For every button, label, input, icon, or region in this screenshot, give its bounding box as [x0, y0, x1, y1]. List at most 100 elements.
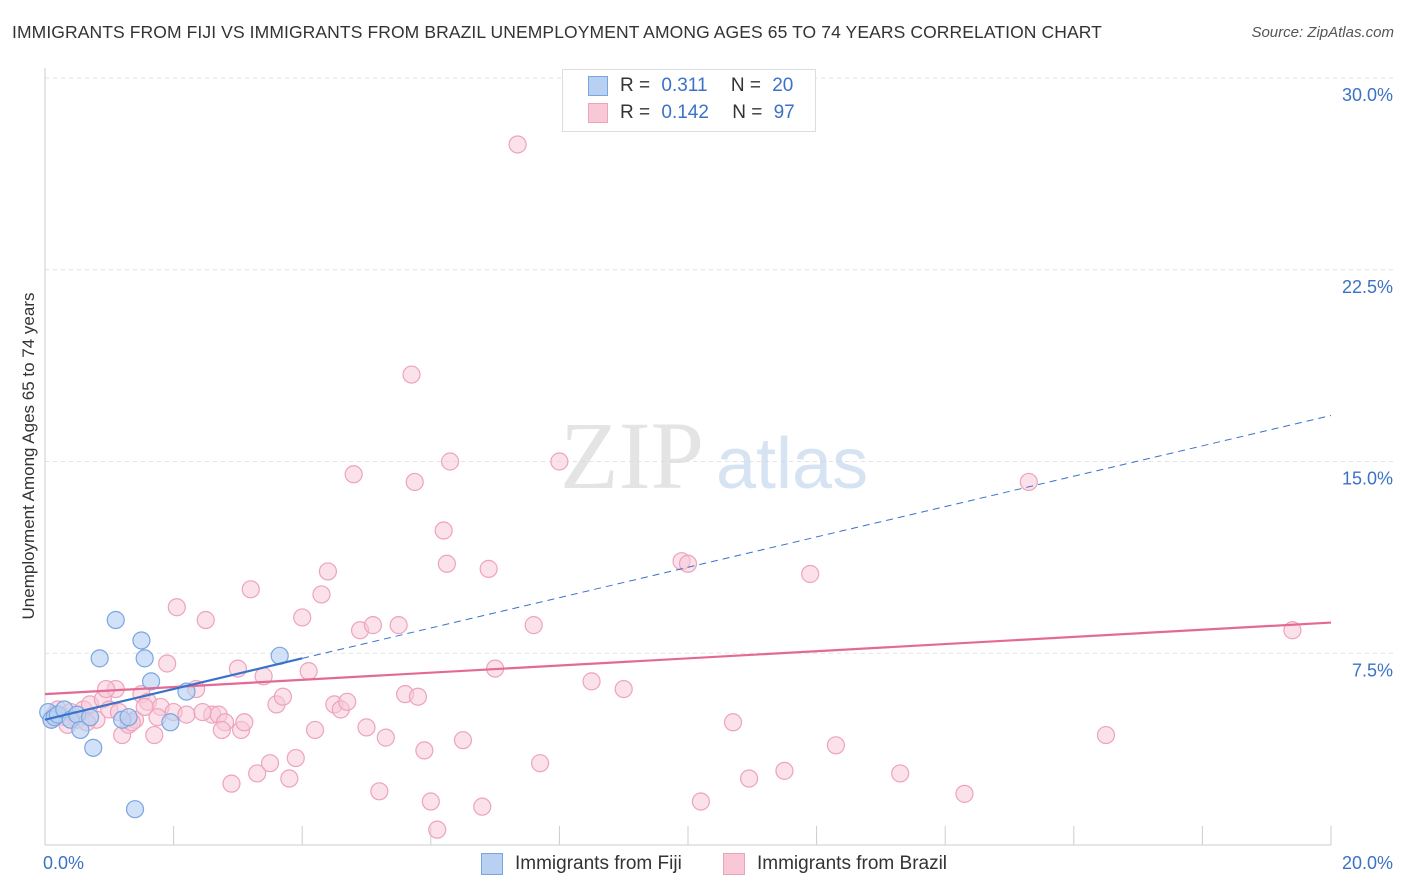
- brazil-point: [955, 784, 974, 803]
- brazil-point: [428, 820, 447, 839]
- brazil-point: [437, 554, 456, 573]
- legend-item-fiji[interactable]: Immigrants from Fiji: [481, 851, 682, 877]
- fiji-legend-swatch: [481, 853, 503, 875]
- y-axis-label: Unemployment Among Ages 65 to 74 years: [19, 293, 38, 620]
- y-tick-label: 30.0%: [1342, 85, 1393, 105]
- fiji-point: [125, 800, 145, 819]
- tick-labels: 7.5% 15.0% 22.5% 30.0% 0.0% 20.0%: [43, 85, 1393, 873]
- y-tick-label: 15.0%: [1342, 469, 1393, 489]
- brazil-point: [145, 725, 164, 745]
- brazil-point: [1096, 725, 1116, 745]
- brazil-point: [299, 662, 318, 681]
- brazil-point: [280, 769, 299, 788]
- brazil-point: [473, 797, 492, 816]
- brazil-point: [370, 782, 389, 801]
- brazil-point: [531, 754, 550, 773]
- brazil-point: [248, 764, 267, 783]
- brazil-point: [241, 580, 260, 599]
- x-tick-label-start: 0.0%: [43, 853, 84, 873]
- brazil-point: [260, 754, 280, 773]
- fiji-point: [71, 720, 90, 740]
- watermark-atlas: atlas: [716, 424, 868, 504]
- brazil-point: [524, 616, 543, 635]
- brazil-point: [826, 736, 845, 755]
- y-tick-label: 22.5%: [1342, 277, 1393, 297]
- fiji-r-label: R =: [620, 75, 651, 96]
- brazil-point: [421, 792, 440, 811]
- chart-title: IMMIGRANTS FROM FIJI VS IMMIGRANTS FROM …: [12, 22, 1102, 42]
- brazil-point: [440, 452, 460, 471]
- brazil-point: [479, 559, 498, 578]
- brazil-point: [96, 679, 116, 699]
- brazil-point: [678, 554, 698, 573]
- brazil-point: [235, 713, 254, 732]
- brazil-point: [222, 774, 241, 793]
- brazil-point: [550, 452, 569, 471]
- fiji-r-value: 0.311: [661, 75, 708, 96]
- brazil-point: [402, 365, 421, 384]
- fiji-point: [135, 649, 154, 668]
- brazil-r-value: 0.142: [661, 102, 709, 123]
- trend-lines: [44, 414, 1332, 721]
- fiji-point: [141, 672, 161, 691]
- brazil-legend-swatch: [723, 853, 745, 875]
- brazil-point: [739, 769, 759, 788]
- y-tick-label: 7.5%: [1352, 660, 1393, 680]
- brazil-n-label: N =: [732, 102, 763, 123]
- grid-layer: [45, 77, 1393, 654]
- brazil-point: [891, 764, 910, 783]
- brazil-point: [614, 679, 633, 699]
- watermark-zip: ZIP: [560, 402, 704, 509]
- fiji-series: [39, 610, 289, 819]
- brazil-point: [508, 135, 527, 154]
- fiji-point: [90, 649, 109, 668]
- brazil-point: [305, 720, 325, 740]
- brazil-point: [273, 687, 293, 706]
- fiji-point: [161, 713, 180, 732]
- brazil-point: [723, 713, 743, 732]
- fiji-n-label: N =: [730, 75, 761, 96]
- brazil-point: [293, 608, 312, 627]
- brazil-point: [338, 692, 357, 711]
- brazil-swatch: [588, 103, 608, 123]
- brazil-point: [415, 741, 434, 760]
- source-label: Source: ZipAtlas.com: [1251, 24, 1394, 41]
- brazil-point: [312, 585, 331, 604]
- brazil-point: [135, 697, 154, 717]
- brazil-point: [434, 521, 453, 540]
- brazil-point: [318, 562, 338, 581]
- legend-item-brazil[interactable]: Immigrants from Brazil: [723, 851, 947, 877]
- legend-stats: R = 0.311 N = 20 R = 0.142 N = 97: [562, 69, 816, 132]
- fiji-point: [132, 631, 151, 650]
- brazil-point: [691, 792, 710, 811]
- brazil-point: [177, 705, 196, 724]
- brazil-point: [1019, 472, 1038, 492]
- brazil-point: [344, 465, 363, 484]
- brazil-point: [212, 720, 231, 740]
- fiji-n-value: 20: [772, 75, 794, 96]
- brazil-point: [196, 610, 215, 630]
- brazil-r-label: R =: [620, 102, 651, 123]
- fiji-trend-extension: [302, 414, 1332, 659]
- brazil-point: [376, 728, 395, 747]
- brazil-point: [405, 472, 424, 492]
- fiji-point: [119, 708, 138, 727]
- fiji-point: [84, 738, 103, 757]
- fiji-legend-label: Immigrants from Fiji: [515, 853, 682, 874]
- brazil-point: [389, 616, 408, 635]
- brazil-point: [775, 761, 794, 780]
- fiji-trend-line: [44, 657, 303, 721]
- fiji-swatch: [588, 76, 608, 96]
- watermark: ZIP atlas: [560, 402, 868, 509]
- brazil-point: [408, 687, 428, 706]
- brazil-n-value: 97: [773, 102, 795, 123]
- brazil-point: [286, 748, 305, 768]
- fiji-point: [106, 610, 125, 630]
- brazil-point: [193, 702, 212, 722]
- brazil-legend-label: Immigrants from Brazil: [757, 853, 948, 874]
- brazil-trend-line: [44, 621, 1332, 696]
- x-tick-label-end: 20.0%: [1342, 853, 1393, 873]
- brazil-point: [582, 672, 601, 691]
- brazil-point: [357, 718, 376, 737]
